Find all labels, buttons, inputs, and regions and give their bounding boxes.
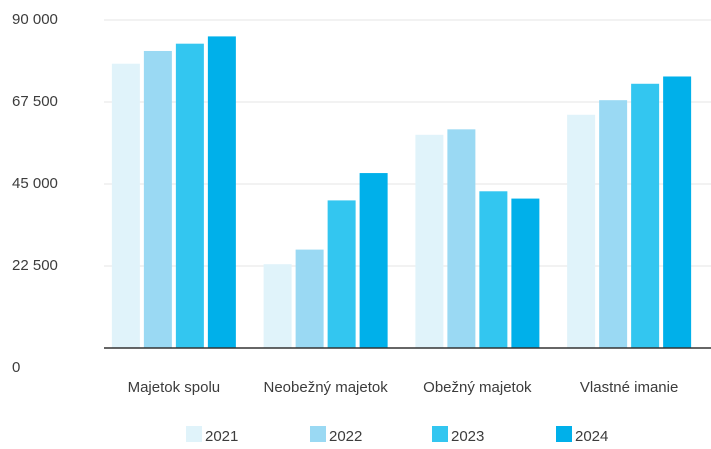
bar-2022[interactable] xyxy=(143,50,172,348)
bar-2023[interactable] xyxy=(327,200,356,348)
legend-swatch-2021 xyxy=(186,426,202,442)
y-tick-label: 0 xyxy=(12,359,20,376)
legend-label: 2022 xyxy=(329,428,362,444)
legend-swatch-2023 xyxy=(432,426,448,442)
bar-2023[interactable] xyxy=(631,83,660,349)
bar-2021[interactable] xyxy=(111,63,140,348)
legend-label: 2021 xyxy=(205,428,238,444)
bar-2022[interactable] xyxy=(447,129,476,348)
x-tick-label: Majetok spolu xyxy=(128,379,221,396)
x-tick-label: Obežný majetok xyxy=(423,379,532,396)
y-tick-label: 67 500 xyxy=(12,93,58,110)
bar-2021[interactable] xyxy=(415,134,444,348)
bar-2024[interactable] xyxy=(663,76,692,348)
bar-2023[interactable] xyxy=(479,191,508,348)
legend-swatch-2024 xyxy=(556,426,572,442)
x-tick-label: Vlastné imanie xyxy=(580,379,678,396)
legend-label: 2023 xyxy=(451,428,484,444)
y-tick-label: 22 500 xyxy=(12,257,58,274)
bar-2023[interactable] xyxy=(175,43,204,348)
bar-2022[interactable] xyxy=(599,100,628,348)
bars-layer xyxy=(111,36,692,349)
y-tick-label: 45 000 xyxy=(12,175,58,192)
bar-2024[interactable] xyxy=(511,198,540,348)
bar-2024[interactable] xyxy=(359,173,388,348)
legend: 2021 2022 2023 2024 xyxy=(186,426,608,445)
axis-layer: 0 22 500 45 000 67 500 90 000 Majetok spolu Ne… xyxy=(12,11,711,396)
y-tick-label: 90 000 xyxy=(12,11,58,28)
legend-label: 2024 xyxy=(575,428,608,444)
bar-2021[interactable] xyxy=(263,264,292,348)
x-tick-label: Neobežný majetok xyxy=(264,379,389,396)
bar-2022[interactable] xyxy=(295,249,324,348)
legend-swatch-2022 xyxy=(310,426,326,442)
bar-2021[interactable] xyxy=(567,114,596,348)
bar-2024[interactable] xyxy=(207,36,236,349)
